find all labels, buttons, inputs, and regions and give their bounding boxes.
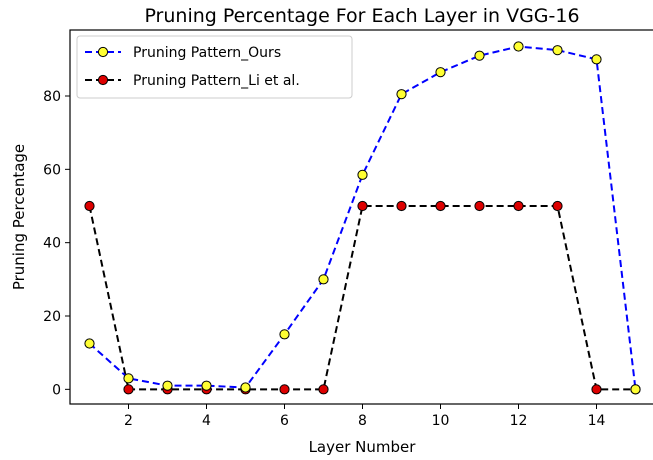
data-point-ours — [240, 382, 251, 393]
series-li — [84, 200, 641, 395]
y-tick-label: 0 — [52, 382, 61, 398]
data-point-li — [279, 384, 290, 395]
data-point-li — [318, 384, 329, 395]
data-point-li — [513, 200, 524, 212]
data-point-ours — [123, 373, 134, 384]
legend-label-ours: Pruning Pattern_Ours — [133, 45, 281, 61]
data-point-ours — [162, 380, 173, 391]
x-tick-label: 6 — [280, 413, 289, 429]
data-point-ours — [84, 338, 95, 349]
y-tick-label: 20 — [43, 309, 61, 325]
legend: Pruning Pattern_Ours Pruning Pattern_Li e… — [76, 35, 353, 99]
data-point-li — [84, 200, 95, 212]
data-point-ours — [513, 41, 524, 52]
x-tick-label: 12 — [510, 413, 528, 429]
data-point-li — [357, 200, 368, 212]
data-point-ours — [318, 274, 329, 285]
y-tick-label: 80 — [43, 89, 61, 105]
series-line-ours — [88, 45, 637, 390]
y-axis: 0 20 40 60 80 — [43, 89, 70, 398]
x-tick-label: 8 — [358, 413, 367, 429]
data-point-ours — [474, 50, 485, 61]
series-ours — [84, 41, 641, 395]
data-point-ours — [552, 45, 563, 56]
data-point-ours — [357, 169, 368, 180]
x-tick-label: 10 — [432, 413, 450, 429]
y-axis-label: Pruning Percentage — [10, 144, 28, 290]
y-tick-label: 60 — [43, 162, 61, 178]
legend-label-li: Pruning Pattern_Li et al. — [133, 73, 300, 89]
x-axis: 2 4 6 8 10 12 14 — [124, 404, 605, 429]
legend-box — [76, 35, 353, 99]
data-point-li — [123, 384, 134, 395]
data-point-ours — [201, 380, 212, 391]
chart-title: Pruning Percentage For Each Layer in VGG… — [144, 5, 579, 27]
data-point-li — [552, 200, 563, 212]
data-point-ours — [396, 89, 407, 100]
data-point-li — [435, 200, 446, 212]
x-tick-label: 2 — [124, 413, 133, 429]
data-point-li — [474, 200, 485, 212]
data-point-ours — [279, 329, 290, 340]
legend-marker-li — [97, 74, 109, 86]
data-point-ours — [435, 67, 446, 78]
data-point-li — [591, 384, 602, 395]
legend-marker-ours — [97, 46, 109, 58]
x-tick-label: 4 — [202, 413, 211, 429]
data-point-ours — [630, 384, 641, 395]
data-point-ours — [591, 54, 602, 65]
data-point-li — [396, 200, 407, 212]
x-tick-label: 14 — [588, 413, 606, 429]
series-line-li — [88, 205, 636, 391]
y-tick-label: 40 — [43, 236, 61, 252]
x-axis-label: Layer Number — [309, 438, 417, 456]
plot-area — [84, 41, 641, 395]
